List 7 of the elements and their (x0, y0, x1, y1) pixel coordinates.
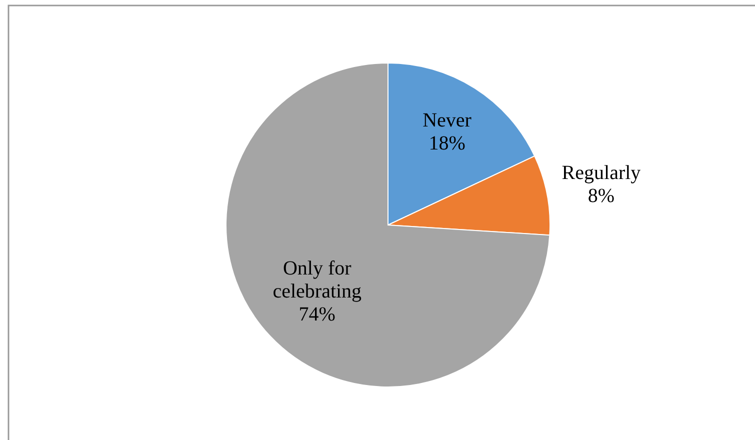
data-label: 8% (588, 184, 615, 207)
data-label: 18% (428, 132, 466, 154)
slice-label: Regularly (562, 162, 641, 184)
pie-slice (226, 62, 550, 388)
slice-label: Only for celebrating (272, 258, 362, 303)
data-label: 74% (298, 304, 336, 326)
slice-label: Never (422, 109, 472, 132)
